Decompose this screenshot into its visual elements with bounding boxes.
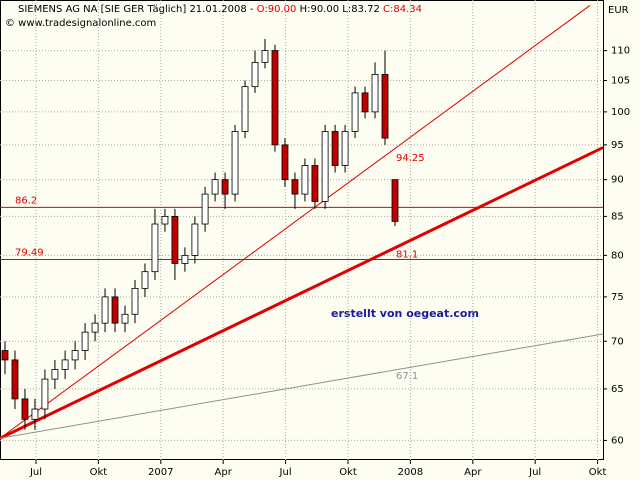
y-tick-label: 65 (611, 384, 624, 395)
x-tick-label: Okt (589, 467, 607, 478)
candle-body (191, 223, 199, 256)
candle-body (321, 131, 329, 202)
trend-line-label: 67.1 (396, 371, 418, 382)
candle-body (361, 92, 369, 113)
candle-body (231, 131, 239, 195)
title-main: SIEMENS AG NA [SIE GER Täglich] 21.01.20… (18, 4, 254, 15)
candle-body (171, 215, 179, 264)
candle-body (161, 215, 169, 225)
candle-body (151, 223, 159, 273)
y-tick-label: 95 (611, 140, 624, 151)
y-axis-label: EUR (608, 5, 629, 16)
x-tick-label: Jul (528, 467, 541, 478)
candle-body (391, 179, 399, 222)
title-open: O:90.00 (257, 4, 297, 15)
candle-body (211, 179, 219, 195)
plot-frame (0, 0, 604, 460)
y-tick-label: 105 (611, 75, 630, 86)
x-tick-label: Apr (215, 467, 233, 478)
candle-body (81, 331, 89, 351)
horizontal-line-label: 79.49 (15, 248, 44, 259)
candle-body (251, 61, 259, 88)
x-tick-label: Jul (29, 467, 42, 478)
candle-body (11, 359, 19, 400)
x-tick-label: 2008 (398, 467, 423, 478)
candle-body (371, 74, 379, 113)
candle-body (341, 131, 349, 166)
annotation: erstellt von oegeat.com (331, 307, 479, 320)
x-tick-label: Jul (279, 467, 292, 478)
trend-line-label: 94.25 (396, 153, 425, 164)
candle-body (51, 369, 59, 380)
trend-line (0, 333, 604, 439)
trend-line (0, 5, 591, 439)
x-tick-label: Okt (339, 467, 357, 478)
candle-body (31, 408, 39, 420)
candle-body (61, 359, 69, 370)
candle-body (271, 50, 279, 146)
candle-body (21, 398, 29, 420)
y-tick-label: 90 (611, 175, 624, 186)
candle-body (291, 179, 299, 195)
candle-body (241, 86, 249, 132)
candle-body (71, 350, 79, 361)
y-tick-label: 110 (611, 46, 630, 57)
y-tick-label: 85 (611, 211, 624, 222)
candle-body (131, 287, 139, 315)
candle-body (181, 254, 189, 264)
y-tick-label: 75 (611, 292, 624, 303)
candle-body (381, 74, 389, 139)
candle-body (351, 92, 359, 132)
candle-body (141, 271, 149, 289)
trend-line (0, 146, 604, 440)
candle-body (111, 296, 119, 324)
candle-body (281, 144, 289, 181)
candle-body (1, 350, 9, 361)
candle-body (331, 131, 339, 166)
candle-body (121, 313, 129, 324)
candle-body (311, 165, 319, 202)
title-close: C:84.34 (383, 4, 422, 15)
subtitle: © www.tradesignalonline.com (5, 18, 156, 29)
title-high-low: H:90.00 L:83.72 (300, 4, 380, 15)
x-tick-label: 2007 (148, 467, 173, 478)
y-tick-label: 80 (611, 250, 624, 261)
candle-body (301, 165, 309, 195)
candle-body (91, 322, 99, 333)
candle-body (221, 179, 229, 195)
y-tick-label: 60 (611, 435, 624, 446)
candle-body (201, 193, 209, 225)
chart-title: SIEMENS AG NA [SIE GER Täglich] 21.01.20… (18, 4, 422, 15)
candle-body (41, 378, 49, 410)
candle-body (261, 50, 269, 63)
x-tick-label: Okt (90, 467, 108, 478)
y-tick-label: 70 (611, 336, 624, 347)
y-tick-label: 100 (611, 107, 630, 118)
x-tick-label: Apr (464, 467, 482, 478)
horizontal-line-label: 86.2 (15, 195, 37, 206)
trend-line-label: 81.1 (396, 250, 418, 261)
candle-body (101, 296, 109, 324)
